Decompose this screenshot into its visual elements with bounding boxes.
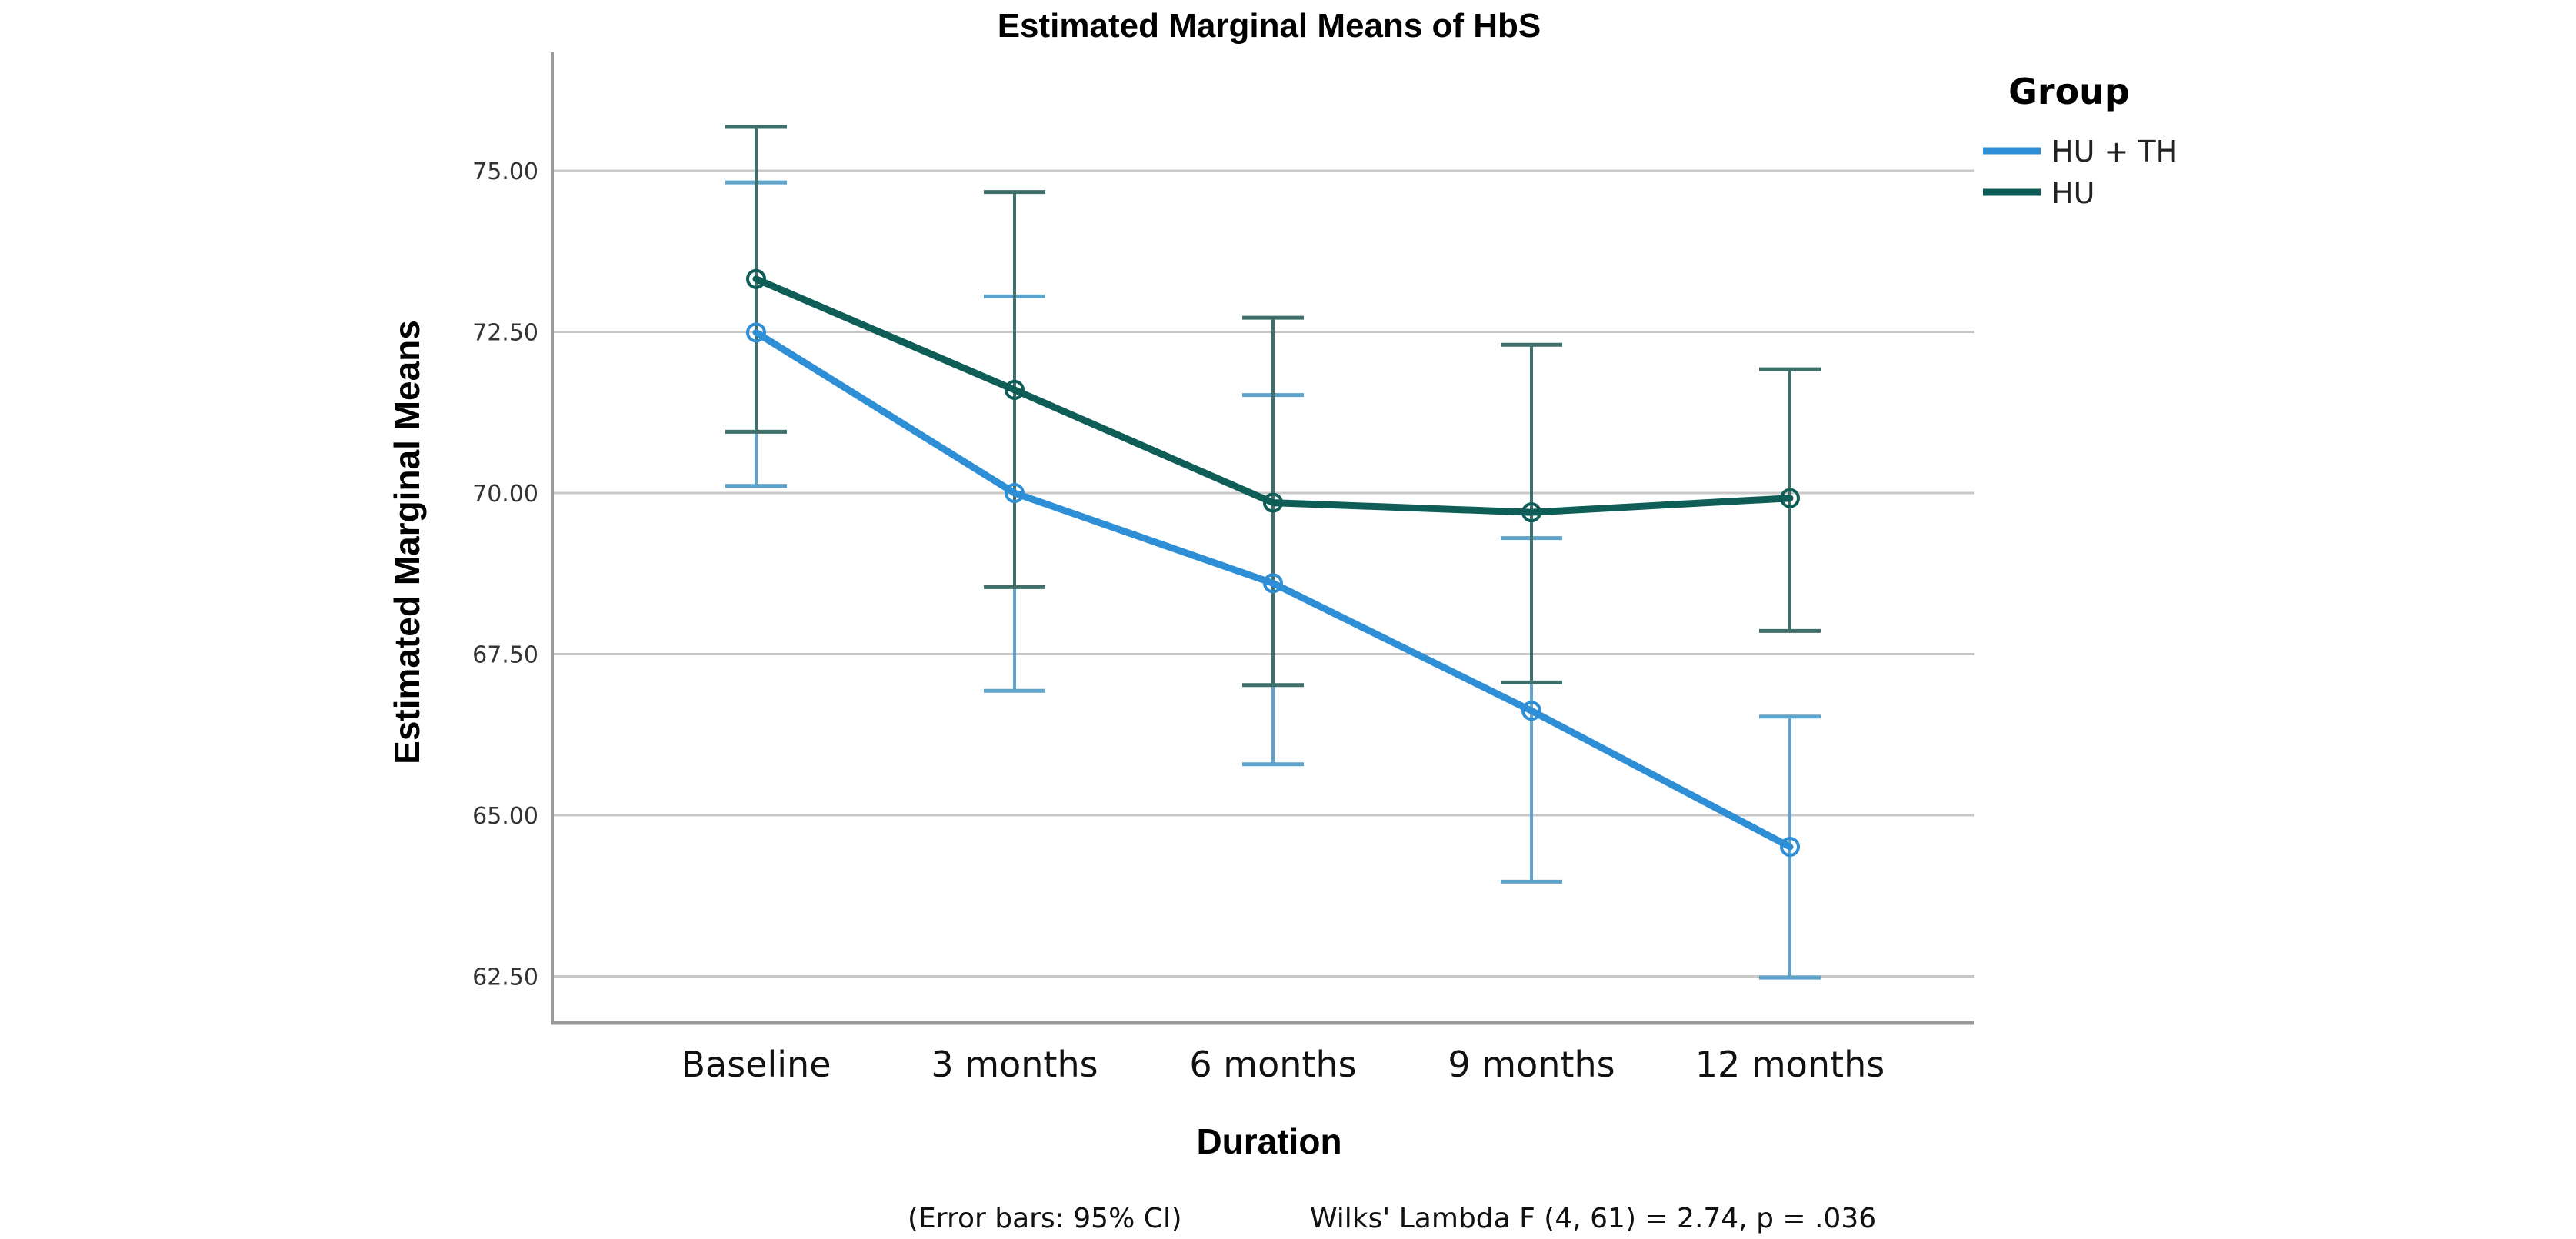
x-axis-ticks: Baseline 3 months 6 months 9 months 12 month…: [681, 1044, 1885, 1085]
series-line-hu: [752, 275, 1794, 516]
data-point: [1005, 379, 1025, 400]
y-tick-label: 72.50: [472, 320, 538, 347]
data-point: [1263, 492, 1283, 513]
x-axis-title: Duration: [1196, 1121, 1341, 1161]
series-lines: [752, 275, 1794, 851]
data-point: [1263, 573, 1283, 594]
x-tick-label: 6 months: [1189, 1044, 1356, 1085]
data-point: [1521, 502, 1541, 523]
legend-label-hu: HU: [2051, 176, 2094, 210]
legend-label-hu-th: HU + TH: [2051, 135, 2178, 168]
y-tick-label: 65.00: [472, 803, 538, 830]
series-points: [746, 268, 1800, 858]
legend-title: Group: [2008, 71, 2130, 112]
x-tick-label: 3 months: [931, 1044, 1098, 1085]
data-point: [1780, 488, 1800, 508]
error-bars: [725, 125, 1821, 980]
data-point: [746, 268, 766, 289]
series-line-hu-th: [752, 328, 1794, 851]
error-bars-note: (Error bars: 95% CI): [908, 1203, 1182, 1234]
y-axis-ticks: 62.50 65.00 67.50 70.00 72.50 75.00: [472, 158, 538, 991]
x-tick-label: 9 months: [1448, 1044, 1615, 1085]
y-tick-label: 70.00: [472, 481, 538, 508]
data-point: [746, 322, 766, 343]
y-axis-title: Estimated Marginal Means: [387, 320, 427, 764]
data-point: [1005, 483, 1025, 503]
wilks-lambda-note: Wilks' Lambda F (4, 61) = 2.74, p = .036: [1310, 1203, 1876, 1234]
y-tick-label: 67.50: [472, 642, 538, 669]
legend: Group HU + TH HU: [1983, 71, 2178, 210]
data-point: [1521, 701, 1541, 721]
gridlines: [552, 169, 1974, 978]
y-tick-label: 62.50: [472, 964, 538, 991]
x-tick-label: Baseline: [681, 1044, 831, 1085]
chart-title: Estimated Marginal Means of HbS: [998, 7, 1541, 45]
data-point: [1780, 837, 1800, 858]
y-tick-label: 75.00: [472, 158, 538, 185]
x-tick-label: 12 months: [1695, 1044, 1885, 1085]
